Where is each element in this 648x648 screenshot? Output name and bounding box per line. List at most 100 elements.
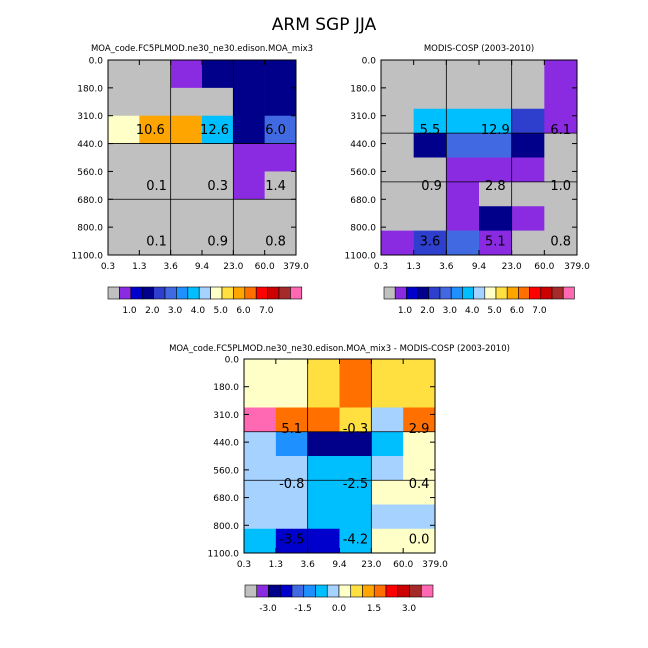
value-label: -0.3 <box>343 422 368 437</box>
colorbar-swatch <box>233 286 246 300</box>
x-tick-label: 60.0 <box>255 262 275 272</box>
heatmap-cell <box>170 60 203 89</box>
heatmap-cell <box>403 383 436 408</box>
colorbar-swatch <box>439 286 452 300</box>
heatmap-cell <box>307 528 340 554</box>
heatmap-cell <box>446 206 480 231</box>
colorbar-swatch <box>153 286 166 300</box>
heatmap-cell <box>446 60 480 85</box>
colorbar-swatch <box>198 286 211 300</box>
heatmap-cell <box>339 359 372 384</box>
y-tick-label: 560.0 <box>77 168 103 178</box>
heatmap-cell <box>413 108 447 134</box>
colorbar-label: 4.0 <box>465 306 480 316</box>
x-tick-label: 379.0 <box>283 262 309 272</box>
heatmap-cell <box>339 456 372 481</box>
heatmap-cell <box>381 230 414 256</box>
heatmap-cell <box>108 171 140 200</box>
heatmap-cell <box>339 480 372 505</box>
heatmap-cell <box>446 133 480 158</box>
heatmap-cell <box>381 108 414 134</box>
colorbar-swatch <box>164 286 177 300</box>
colorbar-label: -1.5 <box>294 604 312 614</box>
y-tick-label: 800.0 <box>77 224 103 234</box>
heatmap-cell <box>264 143 297 172</box>
value-label: 0.3 <box>207 179 228 194</box>
heatmap-cell <box>403 480 436 505</box>
heatmap-cell <box>275 359 308 384</box>
heatmap-cell <box>139 87 171 117</box>
heatmap-cell <box>264 60 297 89</box>
y-tick-label: 800.0 <box>350 224 376 234</box>
value-label: 0.9 <box>207 235 228 250</box>
heatmap-cell <box>275 456 308 481</box>
heatmap-cell <box>108 115 140 144</box>
colorbar-label: 1.0 <box>122 306 137 316</box>
colorbar-label: 2.0 <box>145 306 160 316</box>
heatmap-cell <box>479 206 512 231</box>
colorbar: 1.0 2.0 3.0 4.0 5.0 6.0 7.0 <box>383 286 575 316</box>
colorbar-swatch <box>244 286 257 300</box>
colorbar-swatch <box>256 584 269 598</box>
heatmap-cell <box>381 84 414 110</box>
colorbar-swatch <box>130 286 143 300</box>
heatmap-cell <box>544 108 578 134</box>
value-label: 0.8 <box>265 235 286 250</box>
heatmap-cell <box>233 143 265 172</box>
figure-title: ARM SGP JJA <box>272 15 377 35</box>
panel-title: MODIS-COSP (2003-2010) <box>424 44 534 54</box>
colorbar-swatch <box>406 286 418 300</box>
heatmap-cell <box>381 133 414 158</box>
colorbar: -3.0 -1.5 0.0 1.5 3.0 <box>244 584 434 614</box>
heatmap-cell <box>479 157 512 183</box>
colorbar-swatch <box>373 584 387 598</box>
heatmap-cell <box>170 115 203 144</box>
y-tick-label: 1100.0 <box>345 252 377 262</box>
colorbar-label: 1.0 <box>398 306 413 316</box>
heatmap-cell <box>403 456 436 481</box>
colorbar-swatch <box>473 286 486 300</box>
heatmap-cell <box>371 480 404 505</box>
heatmap-cell <box>202 143 234 172</box>
colorbar-swatch <box>462 286 474 300</box>
heatmap-cell <box>170 199 203 228</box>
y-tick-label: 180.0 <box>77 84 103 94</box>
heatmap-cell <box>413 230 447 256</box>
heatmap-cell <box>233 227 265 256</box>
colorbar-swatch <box>383 286 396 300</box>
heatmap-cell <box>264 199 297 228</box>
x-tick-label: 23.0 <box>361 560 381 570</box>
heatmap-cell <box>413 206 447 231</box>
colorbar-swatch <box>495 286 508 300</box>
x-tick-label: 23.0 <box>502 262 522 272</box>
panel-2: MODIS-COSP (2003-2010) 0.3 1.3 3.6 9.4 23.0 60… <box>345 44 591 316</box>
colorbar-swatch <box>107 286 120 300</box>
x-tick-label: 0.3 <box>237 560 251 570</box>
colorbar-label: 5.0 <box>214 306 229 316</box>
value-label: 1.0 <box>550 179 571 194</box>
value-label: 0.0 <box>409 533 430 548</box>
heatmap-cell <box>446 230 480 256</box>
heatmap-cell <box>275 528 308 554</box>
colorbar-swatch <box>291 584 305 598</box>
y-tick-label: 440.0 <box>213 439 239 449</box>
heatmap-cell <box>275 407 308 433</box>
colorbar-swatch <box>315 584 328 598</box>
colorbar-label: 3.0 <box>402 604 417 614</box>
heatmap-cell <box>511 157 545 183</box>
y-tick-label: 680.0 <box>350 196 376 206</box>
heatmap-cell <box>381 60 414 85</box>
value-label: 0.8 <box>550 235 571 250</box>
x-tick-label: 9.4 <box>472 262 487 272</box>
heatmap-cell <box>244 456 277 481</box>
colorbar-swatch <box>506 286 519 300</box>
heatmap-cell <box>139 143 171 172</box>
y-tick-label: 310.0 <box>213 411 239 421</box>
colorbar-label: 4.0 <box>191 306 206 316</box>
colorbar-swatch <box>540 286 553 300</box>
y-tick-label: 310.0 <box>77 112 103 122</box>
heatmap-cell <box>403 407 436 433</box>
heatmap-cell <box>479 181 512 207</box>
colorbar-label: 0.0 <box>332 604 347 614</box>
heatmap-cell <box>139 60 171 89</box>
